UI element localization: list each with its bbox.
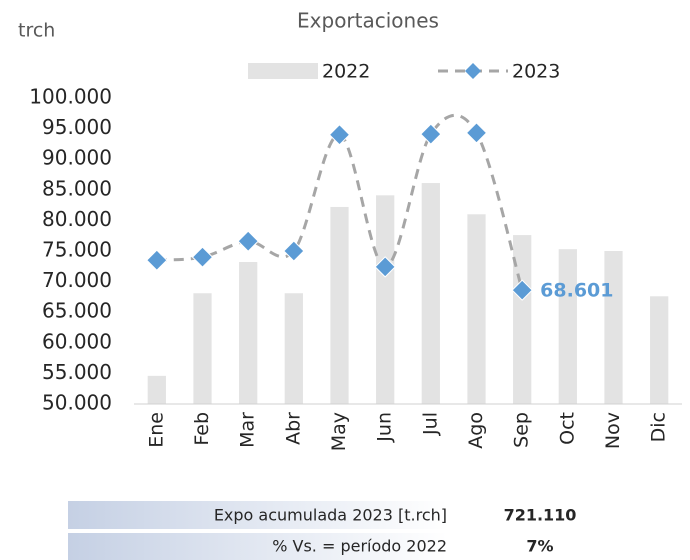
legend-label: 2022 <box>322 61 370 83</box>
marker <box>511 279 533 301</box>
summary-row-bg <box>68 501 610 529</box>
summary-label: % Vs. = período 2022 <box>272 537 447 556</box>
bar <box>604 251 623 404</box>
y-tick-label: 75.000 <box>42 238 112 262</box>
summary-row-bg <box>68 533 610 560</box>
data-label: 68.601 <box>540 280 613 302</box>
marker <box>146 249 168 271</box>
bar <box>193 293 212 404</box>
summary-value: 7% <box>526 537 553 556</box>
summary-value: 721.110 <box>504 506 577 525</box>
y-axis-label: trch <box>18 20 55 42</box>
marker <box>191 246 214 268</box>
x-tick-label: Feb <box>191 412 213 446</box>
y-tick-label: 65.000 <box>42 299 112 323</box>
legend-swatch <box>465 63 481 79</box>
x-tick-label: Ene <box>145 412 167 448</box>
legend-swatch <box>248 63 318 79</box>
x-tick-label: Nov <box>602 412 624 449</box>
bar <box>558 249 577 404</box>
x-tick-label: Jun <box>374 412 396 443</box>
bar <box>147 375 166 404</box>
marker <box>374 256 396 278</box>
marker <box>420 123 442 145</box>
x-tick-label: Dic <box>648 412 670 442</box>
y-tick-label: 50.000 <box>42 391 112 415</box>
line <box>156 113 524 291</box>
bar <box>650 296 669 404</box>
x-tick-label: Ago <box>465 412 487 449</box>
y-tick-label: 80.000 <box>42 207 112 231</box>
y-tick-label: 90.000 <box>42 146 112 170</box>
x-tick-label: Mar <box>237 412 259 448</box>
chart-title: Exportaciones <box>297 9 439 33</box>
bar <box>376 195 395 404</box>
y-tick-label: 100.000 <box>29 85 112 109</box>
x-tick-label: May <box>328 412 350 451</box>
x-tick-label: Oct <box>556 412 578 445</box>
y-tick-label: 85.000 <box>42 176 112 200</box>
marker <box>465 122 488 144</box>
bar <box>467 214 486 404</box>
summary-label: Expo acumulada 2023 [t.rch] <box>214 506 447 525</box>
bar <box>421 183 440 404</box>
x-tick-label: Abr <box>282 412 304 445</box>
y-tick-label: 55.000 <box>42 360 112 384</box>
marker <box>283 240 305 262</box>
y-tick-label: 95.000 <box>42 115 112 139</box>
x-tick-label: Sep <box>511 412 533 448</box>
marker <box>328 124 351 146</box>
bar <box>330 206 349 404</box>
bar <box>239 262 258 404</box>
bar <box>284 293 303 404</box>
legend-label: 2023 <box>512 61 560 83</box>
x-tick-label: Jul <box>419 412 441 436</box>
y-tick-label: 70.000 <box>42 268 112 292</box>
marker <box>237 230 259 252</box>
y-tick-label: 60.000 <box>42 329 112 353</box>
